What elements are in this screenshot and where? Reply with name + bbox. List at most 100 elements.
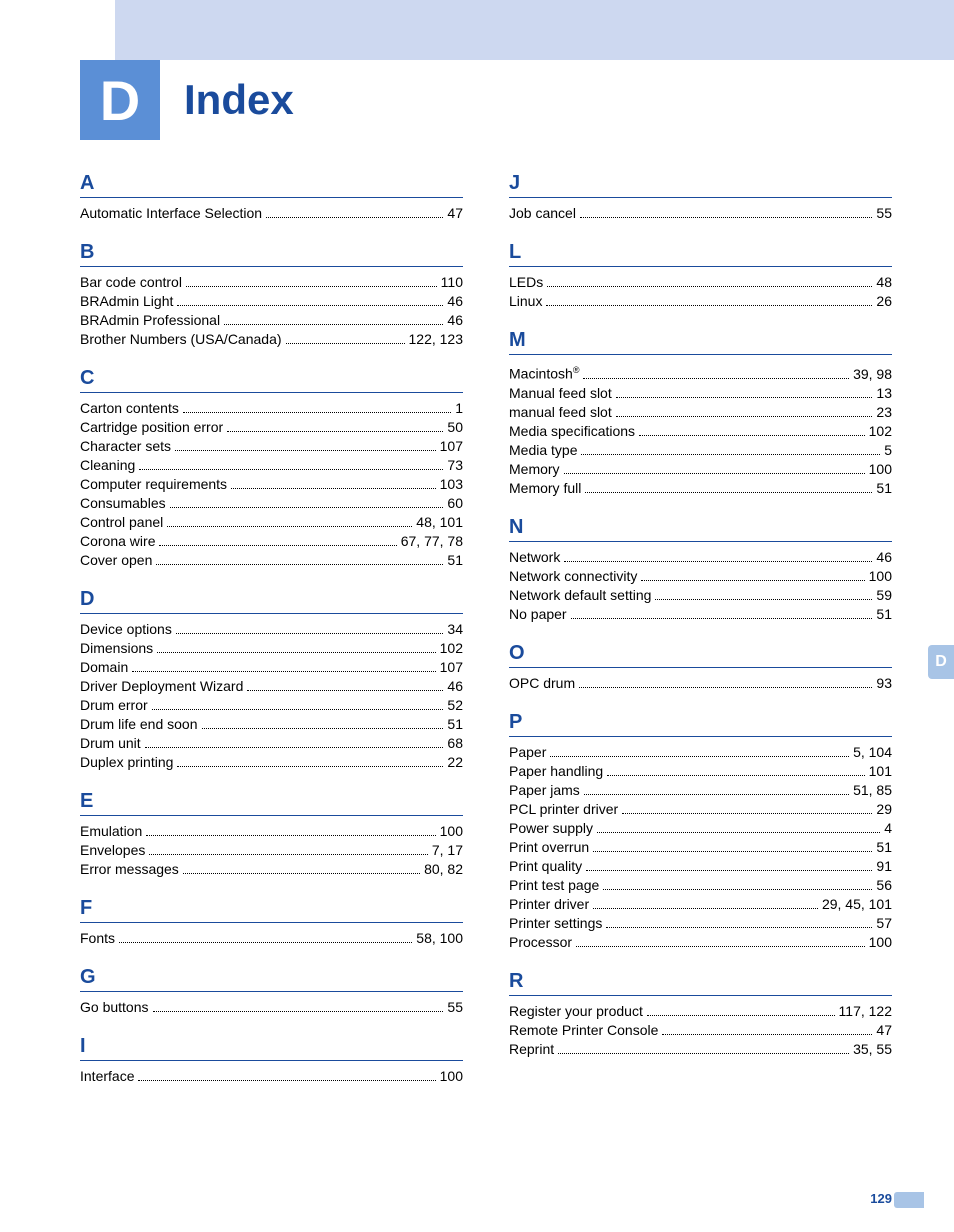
index-entry: Memory100 [509,460,892,479]
index-entry: Linux 26 [509,292,892,311]
index-entry: Bar code control110 [80,273,463,292]
index-entry: Envelopes7, 17 [80,841,463,860]
leader-dots [153,1011,444,1012]
index-term: Reprint [509,1040,554,1059]
leader-dots [167,526,412,527]
index-term: Go buttons [80,998,149,1017]
index-term: Consumables [80,494,166,513]
leader-dots [159,545,396,546]
leader-dots [224,324,443,325]
leader-dots [183,873,420,874]
index-entry: OPC drum93 [509,674,892,693]
index-term: Drum unit [80,734,141,753]
index-entry: BRAdmin Light46 [80,292,463,311]
index-entry: Consumables60 [80,494,463,513]
index-entry: BRAdmin Professional46 [80,311,463,330]
index-term: Device options [80,620,172,639]
index-entry: Go buttons 55 [80,998,463,1017]
index-term: Printer settings [509,914,602,933]
index-pages: 46 [876,548,892,567]
index-entry: Power supply4 [509,819,892,838]
index-term: Bar code control [80,273,182,292]
index-pages: 26 [876,292,892,311]
index-term: Domain [80,658,128,677]
index-term: Manual feed slot [509,384,612,403]
index-term: Cartridge position error [80,418,223,437]
index-term: Linux [509,292,542,311]
leader-dots [247,690,443,691]
index-term: Emulation [80,822,142,841]
index-entry: Error messages80, 82 [80,860,463,879]
section-letter: J [509,172,892,195]
index-pages: 93 [876,674,892,693]
section-rule [80,613,463,614]
index-pages: 39, 98 [853,365,892,384]
section-letter: B [80,241,463,264]
section-rule [509,736,892,737]
index-entry: Register your product117, 122 [509,1002,892,1021]
leader-dots [593,851,872,852]
index-entry: Print overrun51 [509,838,892,857]
index-term: Drum error [80,696,148,715]
index-pages: 4 [884,819,892,838]
section-badge: D [80,60,160,140]
leader-dots [641,580,864,581]
section-rule [80,991,463,992]
index-pages: 51 [876,605,892,624]
leader-dots [606,927,872,928]
index-term: Fonts [80,929,115,948]
leader-dots [662,1034,872,1035]
index-term: Memory [509,460,560,479]
index-pages: 91 [876,857,892,876]
index-pages: 51, 85 [853,781,892,800]
section-rule [509,266,892,267]
index-pages: 48 [876,273,892,292]
index-entry: Paper jams51, 85 [509,781,892,800]
section-letter: R [509,970,892,993]
index-pages: 122, 123 [409,330,464,349]
index-term: Cleaning [80,456,135,475]
leader-dots [579,687,872,688]
section-letter: G [80,966,463,989]
leader-dots [149,854,427,855]
page-number-tab [894,1192,924,1208]
index-pages: 34 [447,620,463,639]
index-pages: 100 [869,933,892,952]
index-term: Brother Numbers (USA/Canada) [80,330,282,349]
leader-dots [564,473,865,474]
index-term: No paper [509,605,567,624]
index-pages: 5 [884,441,892,460]
index-entry: Interface100 [80,1067,463,1086]
index-pages: 100 [440,822,463,841]
index-pages: 58, 100 [416,929,463,948]
section-letter: L [509,241,892,264]
index-term: Carton contents [80,399,179,418]
index-pages: 55 [447,998,463,1017]
index-term: Media type [509,441,577,460]
leader-dots [157,652,436,653]
section-letter: O [509,642,892,665]
leader-dots [286,343,405,344]
leader-dots [584,794,849,795]
index-term: Remote Printer Console [509,1021,658,1040]
index-entry: Media specifications102 [509,422,892,441]
index-pages: 100 [869,567,892,586]
leader-dots [583,378,849,379]
leader-dots [603,889,872,890]
index-entry: Network connectivity100 [509,567,892,586]
index-term: Control panel [80,513,163,532]
index-pages: 48, 101 [416,513,463,532]
leader-dots [146,835,435,836]
index-term: Job cancel [509,204,576,223]
leader-dots [593,908,818,909]
index-entry: Cover open51 [80,551,463,570]
section-letter: E [80,790,463,813]
index-entry: Fonts 58, 100 [80,929,463,948]
index-pages: 51 [876,838,892,857]
section-rule [509,667,892,668]
leader-dots [138,1080,435,1081]
section-rule [509,995,892,996]
index-term: Automatic Interface Selection [80,204,262,223]
section-rule [80,815,463,816]
index-entry: Brother Numbers (USA/Canada) 122, 123 [80,330,463,349]
